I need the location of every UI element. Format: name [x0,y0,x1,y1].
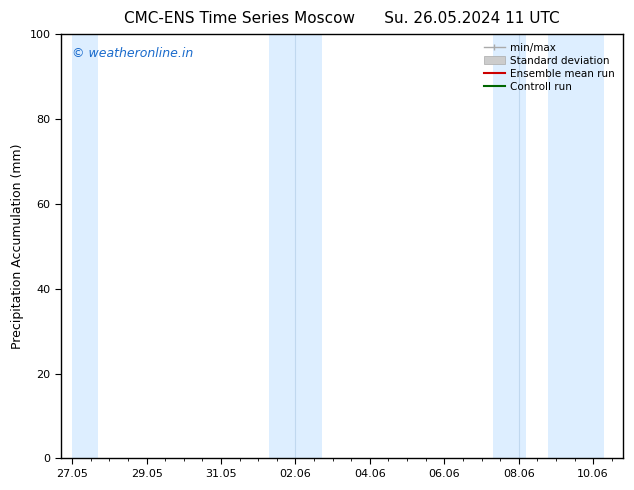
Title: CMC-ENS Time Series Moscow      Su. 26.05.2024 11 UTC: CMC-ENS Time Series Moscow Su. 26.05.202… [124,11,560,26]
Bar [269,34,321,459]
Bar [548,34,604,459]
Bar [72,34,98,459]
Text: © weatheronline.in: © weatheronline.in [72,47,193,60]
Bar [493,34,526,459]
Legend: min/max, Standard deviation, Ensemble mean run, Controll run: min/max, Standard deviation, Ensemble me… [481,39,618,95]
Y-axis label: Precipitation Accumulation (mm): Precipitation Accumulation (mm) [11,144,24,349]
